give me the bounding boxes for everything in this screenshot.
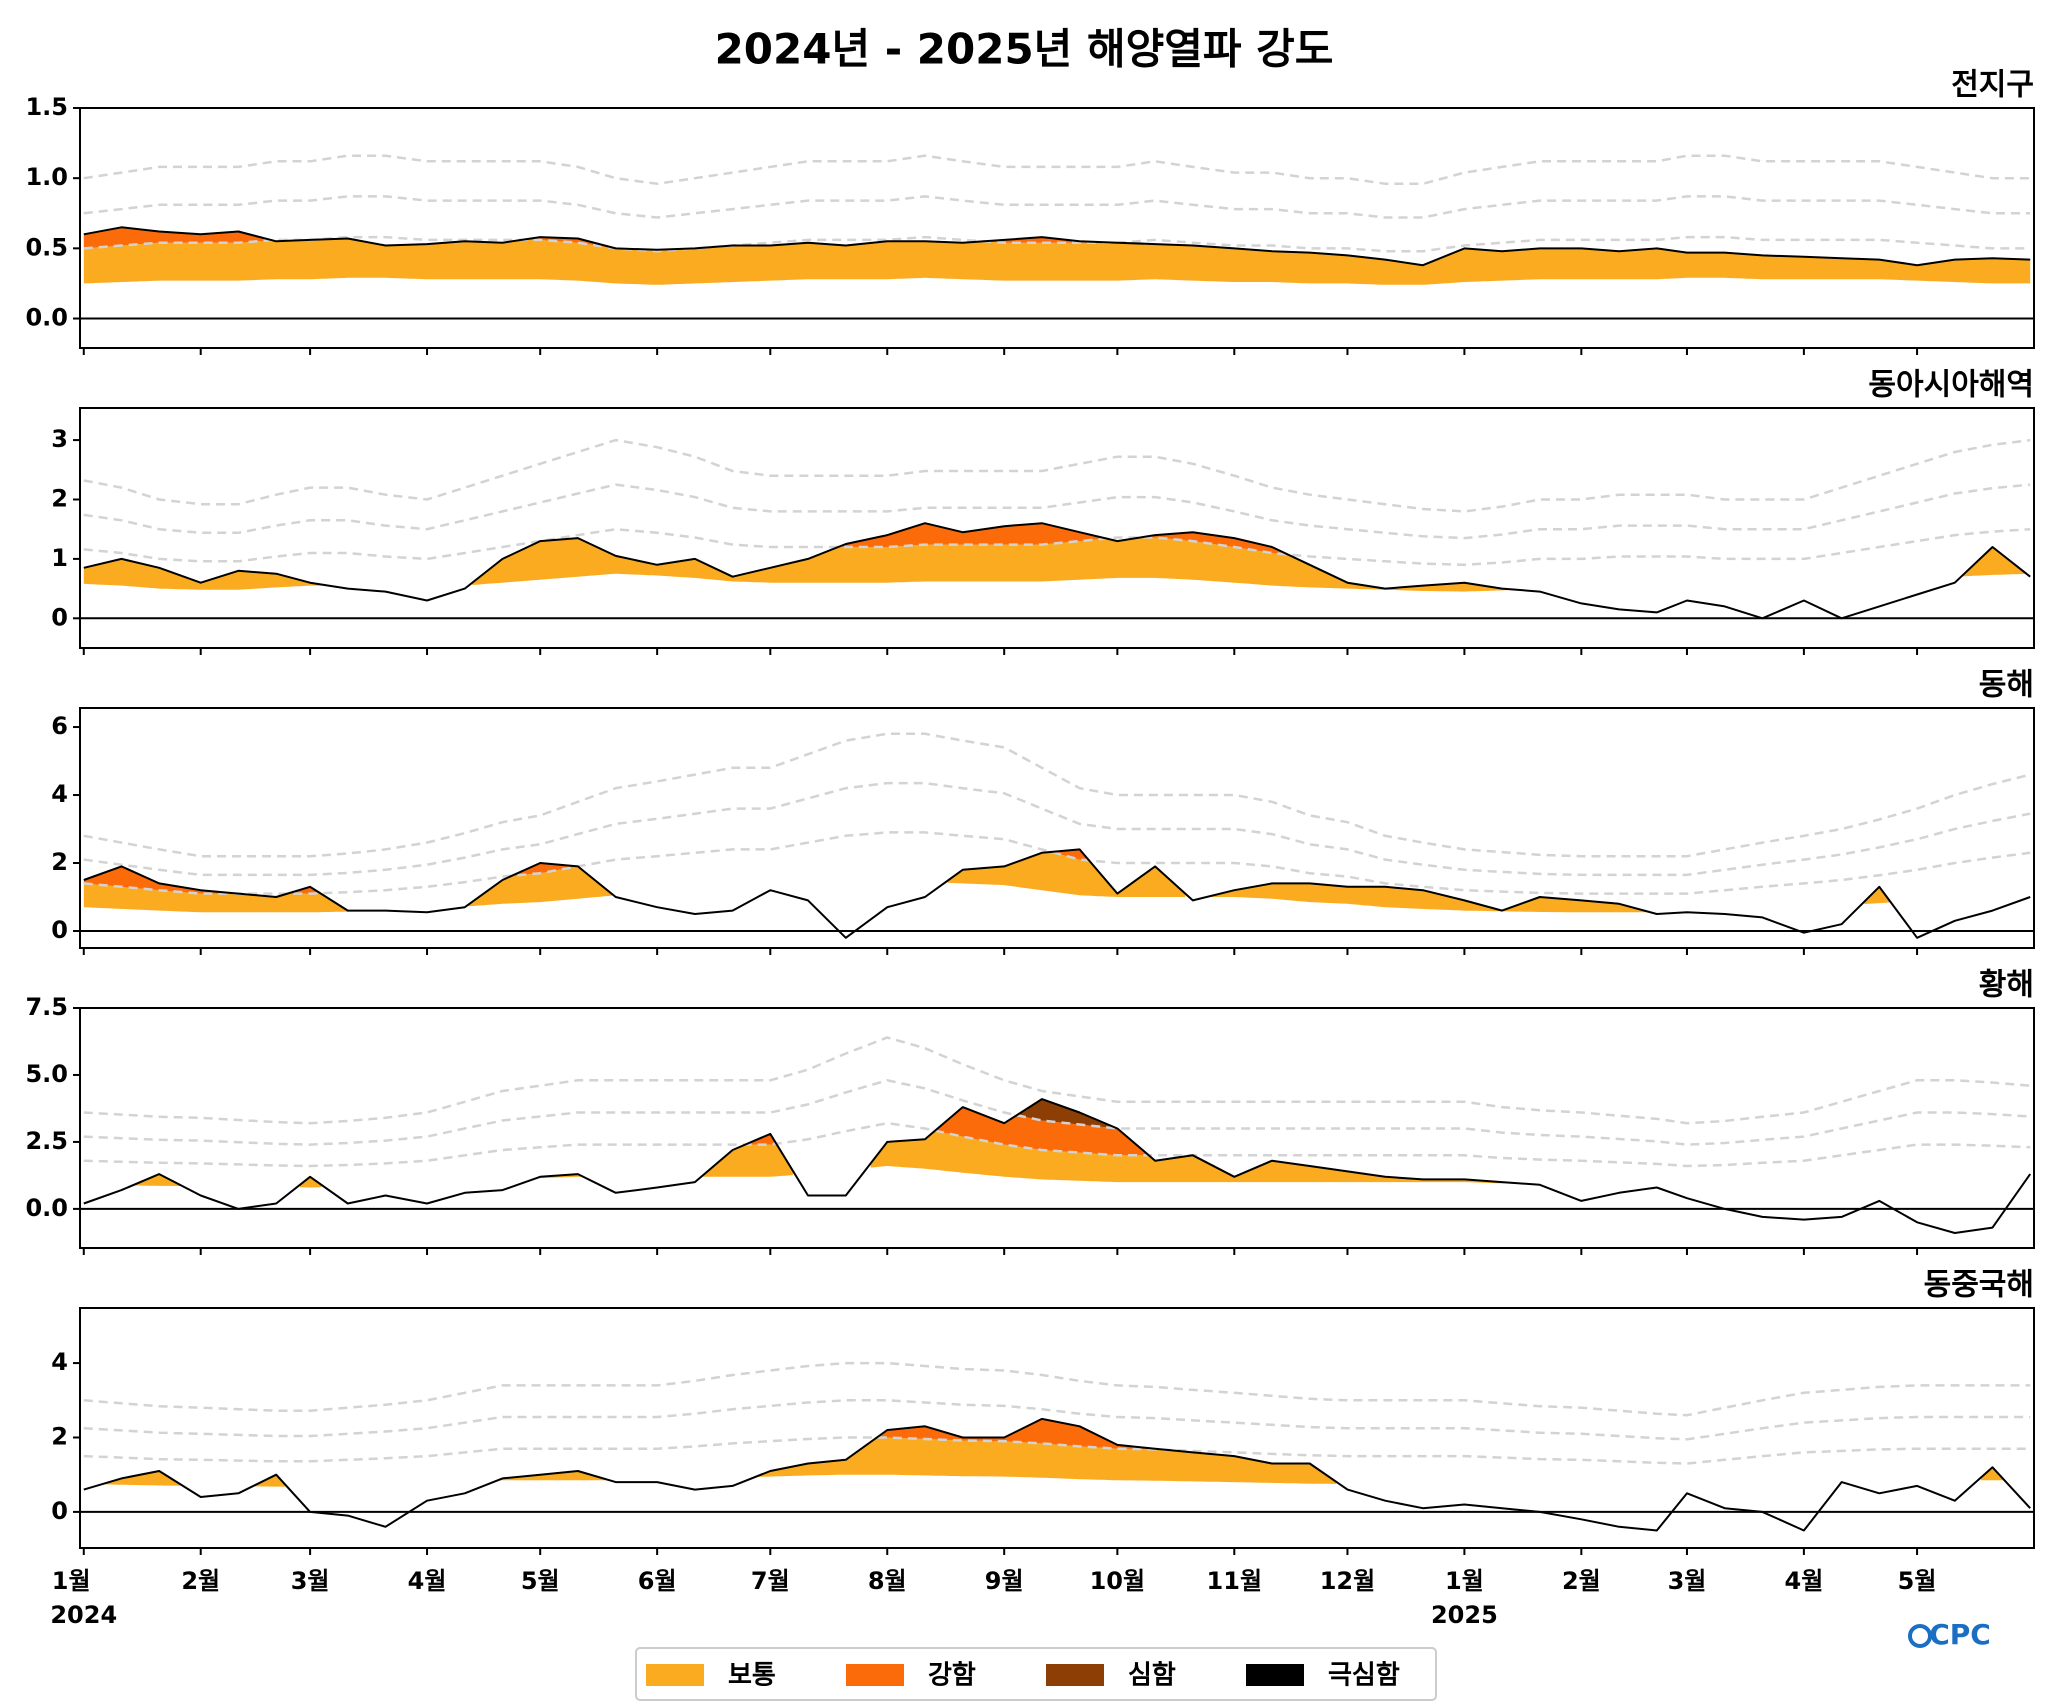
plot-frame xyxy=(79,1307,2035,1549)
x-tick-label: 4월 xyxy=(408,1567,447,1595)
anomaly-line xyxy=(83,522,2031,620)
y-tick-label: 2 xyxy=(51,484,68,512)
panel-title: 동중국해 xyxy=(1924,1268,2034,1303)
year-label: 2024 xyxy=(50,1601,117,1629)
category-fill xyxy=(83,537,2027,592)
y-tick-label: 2 xyxy=(51,1422,68,1450)
x-tick-label: 7월 xyxy=(751,1567,790,1595)
threshold-line xyxy=(83,527,2031,567)
panel-title: 동아시아해역 xyxy=(1868,368,2034,403)
legend-label: 심함 xyxy=(1128,1661,1176,1691)
panel-title: 동해 xyxy=(1979,668,2034,703)
y-tick-label: 6 xyxy=(51,712,68,740)
x-tick-label: 3월 xyxy=(291,1567,330,1595)
category-fill xyxy=(83,238,2031,285)
legend-label: 강함 xyxy=(928,1661,976,1691)
threshold-line xyxy=(83,1399,2031,1441)
threshold-line xyxy=(83,831,2031,895)
x-tick-label: 10월 xyxy=(1090,1567,1145,1595)
x-tick-label: 9월 xyxy=(985,1567,1024,1595)
x-tick-label: 2월 xyxy=(181,1567,220,1595)
threshold-line xyxy=(83,1361,2031,1417)
anomaly-line xyxy=(83,1098,2032,1234)
anomaly-line xyxy=(83,226,2031,267)
year-label: 2025 xyxy=(1431,1601,1498,1629)
y-tick-label: 0 xyxy=(51,603,68,631)
anomaly-line xyxy=(83,1417,2031,1532)
threshold-line xyxy=(83,1121,2031,1168)
threshold-line xyxy=(83,1079,2031,1146)
y-tick-label: 1.0 xyxy=(25,163,68,191)
threshold-line xyxy=(83,483,2031,540)
threshold-line xyxy=(83,235,2031,253)
x-tick-label: 1월 xyxy=(1445,1567,1484,1595)
y-tick-label: 2.5 xyxy=(25,1127,68,1155)
plot-frame xyxy=(79,1007,2035,1249)
y-tick-label: 7.5 xyxy=(25,993,68,1021)
legend-label: 보통 xyxy=(728,1661,776,1691)
y-tick-label: 0 xyxy=(51,916,68,944)
category-fill xyxy=(83,849,1088,894)
legend-swatch xyxy=(1046,1664,1104,1686)
y-tick-label: 0.0 xyxy=(25,304,68,332)
y-tick-label: 5.0 xyxy=(25,1060,68,1088)
x-tick-label: 5월 xyxy=(1898,1567,1937,1595)
y-tick-label: 0.0 xyxy=(25,1194,68,1222)
x-tick-label: 4월 xyxy=(1785,1567,1824,1595)
x-tick-label: 3월 xyxy=(1668,1567,1707,1595)
y-tick-label: 1 xyxy=(51,544,68,572)
panel-title: 전지구 xyxy=(1951,68,2034,103)
y-tick-label: 4 xyxy=(51,1348,68,1376)
y-tick-label: 2 xyxy=(51,848,68,876)
plot-frame xyxy=(79,407,2035,649)
legend-box xyxy=(635,1647,1437,1701)
category-fill xyxy=(747,1107,1148,1156)
category-fill xyxy=(1019,1099,1114,1129)
x-tick-label: 8월 xyxy=(868,1567,907,1595)
threshold-line xyxy=(83,1036,2031,1125)
x-tick-label: 12월 xyxy=(1320,1567,1375,1595)
category-fill xyxy=(83,852,1891,913)
category-fill xyxy=(132,1130,1529,1188)
category-fill xyxy=(102,1437,2004,1487)
plot-frame xyxy=(79,107,2035,349)
x-tick-label: 11월 xyxy=(1207,1567,1262,1595)
legend-swatch xyxy=(1246,1664,1304,1686)
x-tick-label: 5월 xyxy=(521,1567,560,1595)
category-fill xyxy=(842,523,1288,555)
legend-swatch xyxy=(846,1664,904,1686)
plot-frame xyxy=(79,707,2035,949)
logo-icon xyxy=(1908,1624,1932,1648)
chart-title: 2024년 - 2025년 해양열파 강도 xyxy=(715,25,1334,74)
x-tick-label: 6월 xyxy=(638,1567,677,1595)
category-fill xyxy=(879,1418,1167,1450)
anomaly-line xyxy=(83,848,2031,939)
threshold-line xyxy=(83,195,2031,219)
threshold-line xyxy=(83,781,2031,877)
x-tick-label: 2월 xyxy=(1562,1567,1601,1595)
y-tick-label: 0 xyxy=(51,1497,68,1525)
logo: CPC xyxy=(1929,1618,1991,1651)
x-tick-label: 1월 xyxy=(52,1567,91,1595)
y-tick-label: 1.5 xyxy=(25,93,68,121)
y-tick-label: 0.5 xyxy=(25,233,68,261)
legend-label: 극심함 xyxy=(1328,1661,1400,1691)
legend-swatch xyxy=(646,1664,704,1686)
threshold-line xyxy=(83,1436,2031,1465)
threshold-line xyxy=(83,438,2031,513)
panel-title: 황해 xyxy=(1979,968,2034,1003)
y-tick-label: 4 xyxy=(51,780,68,808)
y-tick-label: 3 xyxy=(51,425,68,453)
